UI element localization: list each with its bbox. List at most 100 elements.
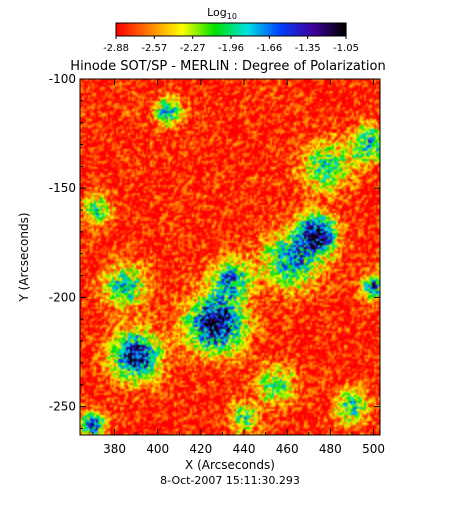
colorbar-segment xyxy=(120,23,123,36)
colorbar-segment xyxy=(236,23,239,36)
colorbar-tick-label: -1.35 xyxy=(295,43,321,54)
colorbar-strip xyxy=(116,23,347,36)
colorbar-segment xyxy=(234,23,237,36)
colorbar-segment xyxy=(210,23,213,36)
colorbar-segment xyxy=(254,23,257,36)
colorbar-segment xyxy=(304,23,307,36)
x-axis: 380 400 420 440 460 480 500 xyxy=(92,79,385,456)
colorbar-segment xyxy=(266,23,269,36)
colorbar-segment xyxy=(324,23,327,36)
colorbar-segment xyxy=(122,23,125,36)
colorbar-segment xyxy=(282,23,285,36)
colorbar-segment xyxy=(212,23,215,36)
colorbar-segment xyxy=(206,23,209,36)
colorbar-segment xyxy=(168,23,171,36)
y-axis: -100 -150 -200 -250 xyxy=(49,72,380,429)
colorbar-segment xyxy=(288,23,291,36)
colorbar-segment xyxy=(152,23,155,36)
colorbar-segment xyxy=(140,23,143,36)
colorbar-segment xyxy=(228,23,231,36)
colorbar-segment xyxy=(222,23,225,36)
colorbar-segment xyxy=(160,23,163,36)
colorbar-segment xyxy=(220,23,223,36)
colorbar-segment xyxy=(326,23,329,36)
colorbar-segment xyxy=(116,23,119,36)
colorbar-segment xyxy=(176,23,179,36)
colorbar-segment xyxy=(322,23,325,36)
x-tick-label: 420 xyxy=(189,442,212,456)
colorbar-segment xyxy=(242,23,245,36)
colorbar-label: Log10 xyxy=(207,6,237,21)
colorbar-segment xyxy=(278,23,281,36)
colorbar-segment xyxy=(170,23,173,36)
colorbar-segment xyxy=(136,23,139,36)
colorbar-segment xyxy=(162,23,165,36)
colorbar-segment xyxy=(246,23,249,36)
colorbar-segment xyxy=(204,23,207,36)
colorbar-segment xyxy=(316,23,319,36)
colorbar-segment xyxy=(180,23,183,36)
x-tick-label: 460 xyxy=(276,442,299,456)
colorbar-label-base: Log xyxy=(207,6,227,19)
colorbar-segment xyxy=(338,23,341,36)
x-axis-label: X (Arcseconds) xyxy=(185,458,275,472)
colorbar-segment xyxy=(158,23,161,36)
x-tick-label: 400 xyxy=(146,442,169,456)
colorbar-segment xyxy=(300,23,303,36)
colorbar-segment xyxy=(134,23,137,36)
x-tick-label: 500 xyxy=(362,442,385,456)
colorbar-segment xyxy=(218,23,221,36)
colorbar: Log10 -2.88 -2.57 -2.27 -1.96 -1.66 -1.35 -1.0… xyxy=(103,6,359,54)
colorbar-segment xyxy=(118,23,121,36)
colorbar-ticks: -2.88 -2.57 -2.27 -1.96 -1.66 -1.35 -1.05 xyxy=(103,36,359,54)
colorbar-segment xyxy=(182,23,185,36)
colorbar-segment xyxy=(328,23,331,36)
colorbar-segment xyxy=(272,23,275,36)
colorbar-segment xyxy=(334,23,337,36)
colorbar-segment xyxy=(344,23,347,36)
colorbar-segment xyxy=(126,23,129,36)
colorbar-segment xyxy=(238,23,241,36)
colorbar-segment xyxy=(320,23,323,36)
colorbar-label-subscript: 10 xyxy=(227,12,237,21)
y-axis-label: Y (Arcseconds) xyxy=(17,212,31,302)
colorbar-segment xyxy=(166,23,169,36)
colorbar-segment xyxy=(252,23,255,36)
colorbar-segment xyxy=(264,23,267,36)
colorbar-segment xyxy=(132,23,135,36)
heatmap-image xyxy=(80,79,380,435)
colorbar-tick-label: -2.27 xyxy=(180,43,206,54)
colorbar-segment xyxy=(276,23,279,36)
colorbar-segment xyxy=(216,23,219,36)
colorbar-segment xyxy=(192,23,195,36)
colorbar-segment xyxy=(230,23,233,36)
colorbar-segment xyxy=(144,23,147,36)
y-tick-label: -100 xyxy=(49,72,76,86)
colorbar-segment xyxy=(198,23,201,36)
colorbar-segment xyxy=(268,23,271,36)
y-tick-label: -150 xyxy=(49,181,76,195)
x-tick-label: 380 xyxy=(103,442,126,456)
plot-frame xyxy=(79,78,381,436)
x-tick-label: 440 xyxy=(233,442,256,456)
y-tick-label: -200 xyxy=(49,290,76,304)
colorbar-segment xyxy=(248,23,251,36)
colorbar-segment xyxy=(146,23,149,36)
colorbar-segment xyxy=(332,23,335,36)
colorbar-segment xyxy=(308,23,311,36)
colorbar-tick-label: -1.96 xyxy=(218,43,244,54)
colorbar-segment xyxy=(154,23,157,36)
colorbar-segment xyxy=(186,23,189,36)
colorbar-segment xyxy=(150,23,153,36)
chart-title: Hinode SOT/SP - MERLIN : Degree of Polar… xyxy=(70,59,385,74)
colorbar-segment xyxy=(138,23,141,36)
colorbar-segment xyxy=(194,23,197,36)
y-tick-label: -250 xyxy=(49,400,76,414)
colorbar-segment xyxy=(336,23,339,36)
colorbar-segment xyxy=(208,23,211,36)
colorbar-segment xyxy=(188,23,191,36)
colorbar-segment xyxy=(284,23,287,36)
colorbar-segment xyxy=(306,23,309,36)
colorbar-segment xyxy=(196,23,199,36)
